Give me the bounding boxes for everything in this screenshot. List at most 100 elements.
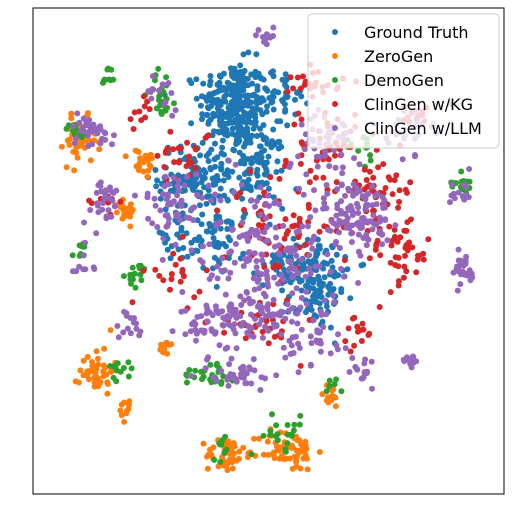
point-clingen-w-kg [333, 179, 340, 186]
point-ground-truth [249, 105, 256, 112]
point-zerogen [123, 410, 130, 417]
point-zerogen [71, 167, 78, 174]
point-clingen-w-kg [237, 189, 244, 196]
point-clingen-w-kg [299, 140, 306, 147]
point-ground-truth [233, 141, 240, 147]
point-clingen-w-llm [242, 380, 249, 387]
point-demogen [129, 264, 136, 271]
point-clingen-w-llm [165, 80, 172, 86]
point-clingen-w-kg [168, 271, 175, 277]
point-ground-truth [244, 156, 251, 162]
point-clingen-w-llm [253, 198, 260, 205]
point-clingen-w-llm [353, 184, 360, 191]
point-zerogen [293, 447, 300, 454]
point-zerogen [302, 452, 309, 459]
point-clingen-w-llm [166, 181, 173, 188]
point-clingen-w-llm [159, 191, 166, 198]
point-clingen-w-llm [348, 239, 355, 245]
point-clingen-w-llm [193, 330, 200, 337]
point-clingen-w-llm [168, 90, 175, 96]
point-ground-truth [270, 126, 277, 133]
point-clingen-w-llm [301, 146, 308, 153]
point-demogen [217, 458, 224, 465]
point-zerogen [256, 435, 263, 442]
point-clingen-w-kg [131, 109, 138, 116]
point-ground-truth [274, 158, 281, 165]
point-clingen-w-llm [410, 359, 417, 366]
point-ground-truth [284, 122, 291, 129]
point-zerogen [276, 447, 283, 454]
point-ground-truth [257, 143, 263, 150]
point-clingen-w-llm [241, 297, 248, 304]
point-clingen-w-llm [227, 269, 234, 276]
point-clingen-w-llm [97, 140, 104, 147]
point-clingen-w-llm [111, 203, 118, 210]
point-clingen-w-llm [311, 233, 317, 240]
point-clingen-w-llm [293, 310, 300, 317]
point-clingen-w-llm [449, 181, 455, 188]
point-ground-truth [226, 80, 232, 87]
point-clingen-w-kg [402, 252, 408, 259]
point-clingen-w-kg [86, 197, 93, 204]
point-clingen-w-kg [276, 175, 283, 182]
point-clingen-w-llm [317, 328, 324, 335]
legend-entry-clingen-kg: ClinGen w/KG [332, 95, 473, 114]
legend: Ground Truth ZeroGen DemoGen ClinGen w/K… [307, 13, 500, 149]
point-ground-truth [206, 82, 213, 88]
point-clingen-w-llm [355, 280, 362, 286]
point-zerogen [128, 209, 135, 215]
point-ground-truth [236, 174, 243, 181]
point-ground-truth [282, 71, 289, 78]
point-clingen-w-llm [353, 190, 360, 197]
point-clingen-w-llm [351, 155, 358, 162]
point-clingen-w-llm [331, 147, 337, 154]
point-clingen-w-llm [271, 274, 278, 281]
point-clingen-w-llm [289, 274, 296, 281]
point-clingen-w-llm [251, 286, 258, 293]
point-zerogen [87, 157, 94, 164]
point-clingen-w-llm [307, 270, 314, 277]
point-clingen-w-kg [361, 166, 368, 173]
point-ground-truth [254, 166, 261, 173]
point-clingen-w-llm [262, 375, 269, 382]
point-ground-truth [265, 153, 272, 160]
point-clingen-w-llm [307, 362, 314, 369]
point-demogen [183, 371, 190, 378]
point-ground-truth [212, 140, 218, 147]
point-clingen-w-llm [169, 112, 176, 119]
point-clingen-w-llm [174, 182, 181, 189]
point-clingen-w-kg [146, 106, 153, 113]
point-clingen-w-kg [389, 238, 396, 245]
point-ground-truth [201, 184, 208, 191]
point-clingen-w-kg [136, 108, 143, 115]
point-demogen [458, 168, 465, 175]
point-clingen-w-llm [252, 315, 258, 322]
legend-box [307, 13, 500, 149]
point-clingen-w-kg [270, 301, 277, 308]
point-clingen-w-kg [259, 328, 266, 335]
point-clingen-w-llm [170, 174, 177, 181]
point-demogen [171, 100, 177, 107]
point-ground-truth [194, 217, 201, 224]
point-clingen-w-kg [167, 286, 173, 293]
point-clingen-w-llm [275, 280, 282, 287]
point-clingen-w-llm [228, 355, 235, 362]
point-clingen-w-llm [311, 187, 317, 194]
point-clingen-w-kg [177, 255, 184, 262]
point-clingen-w-llm [335, 331, 341, 338]
point-ground-truth [264, 103, 270, 110]
point-clingen-w-kg [387, 259, 394, 266]
point-clingen-w-llm [193, 171, 200, 178]
point-ground-truth [231, 65, 238, 72]
point-clingen-w-llm [216, 342, 223, 349]
point-zerogen [294, 437, 301, 444]
point-ground-truth [265, 185, 272, 192]
point-zerogen [121, 418, 128, 425]
point-ground-truth [307, 260, 314, 267]
point-ground-truth [240, 51, 247, 58]
point-clingen-w-llm [342, 192, 348, 199]
point-clingen-w-llm [338, 151, 345, 158]
point-ground-truth [212, 163, 219, 170]
point-clingen-w-llm [382, 216, 389, 223]
point-ground-truth [211, 241, 218, 248]
